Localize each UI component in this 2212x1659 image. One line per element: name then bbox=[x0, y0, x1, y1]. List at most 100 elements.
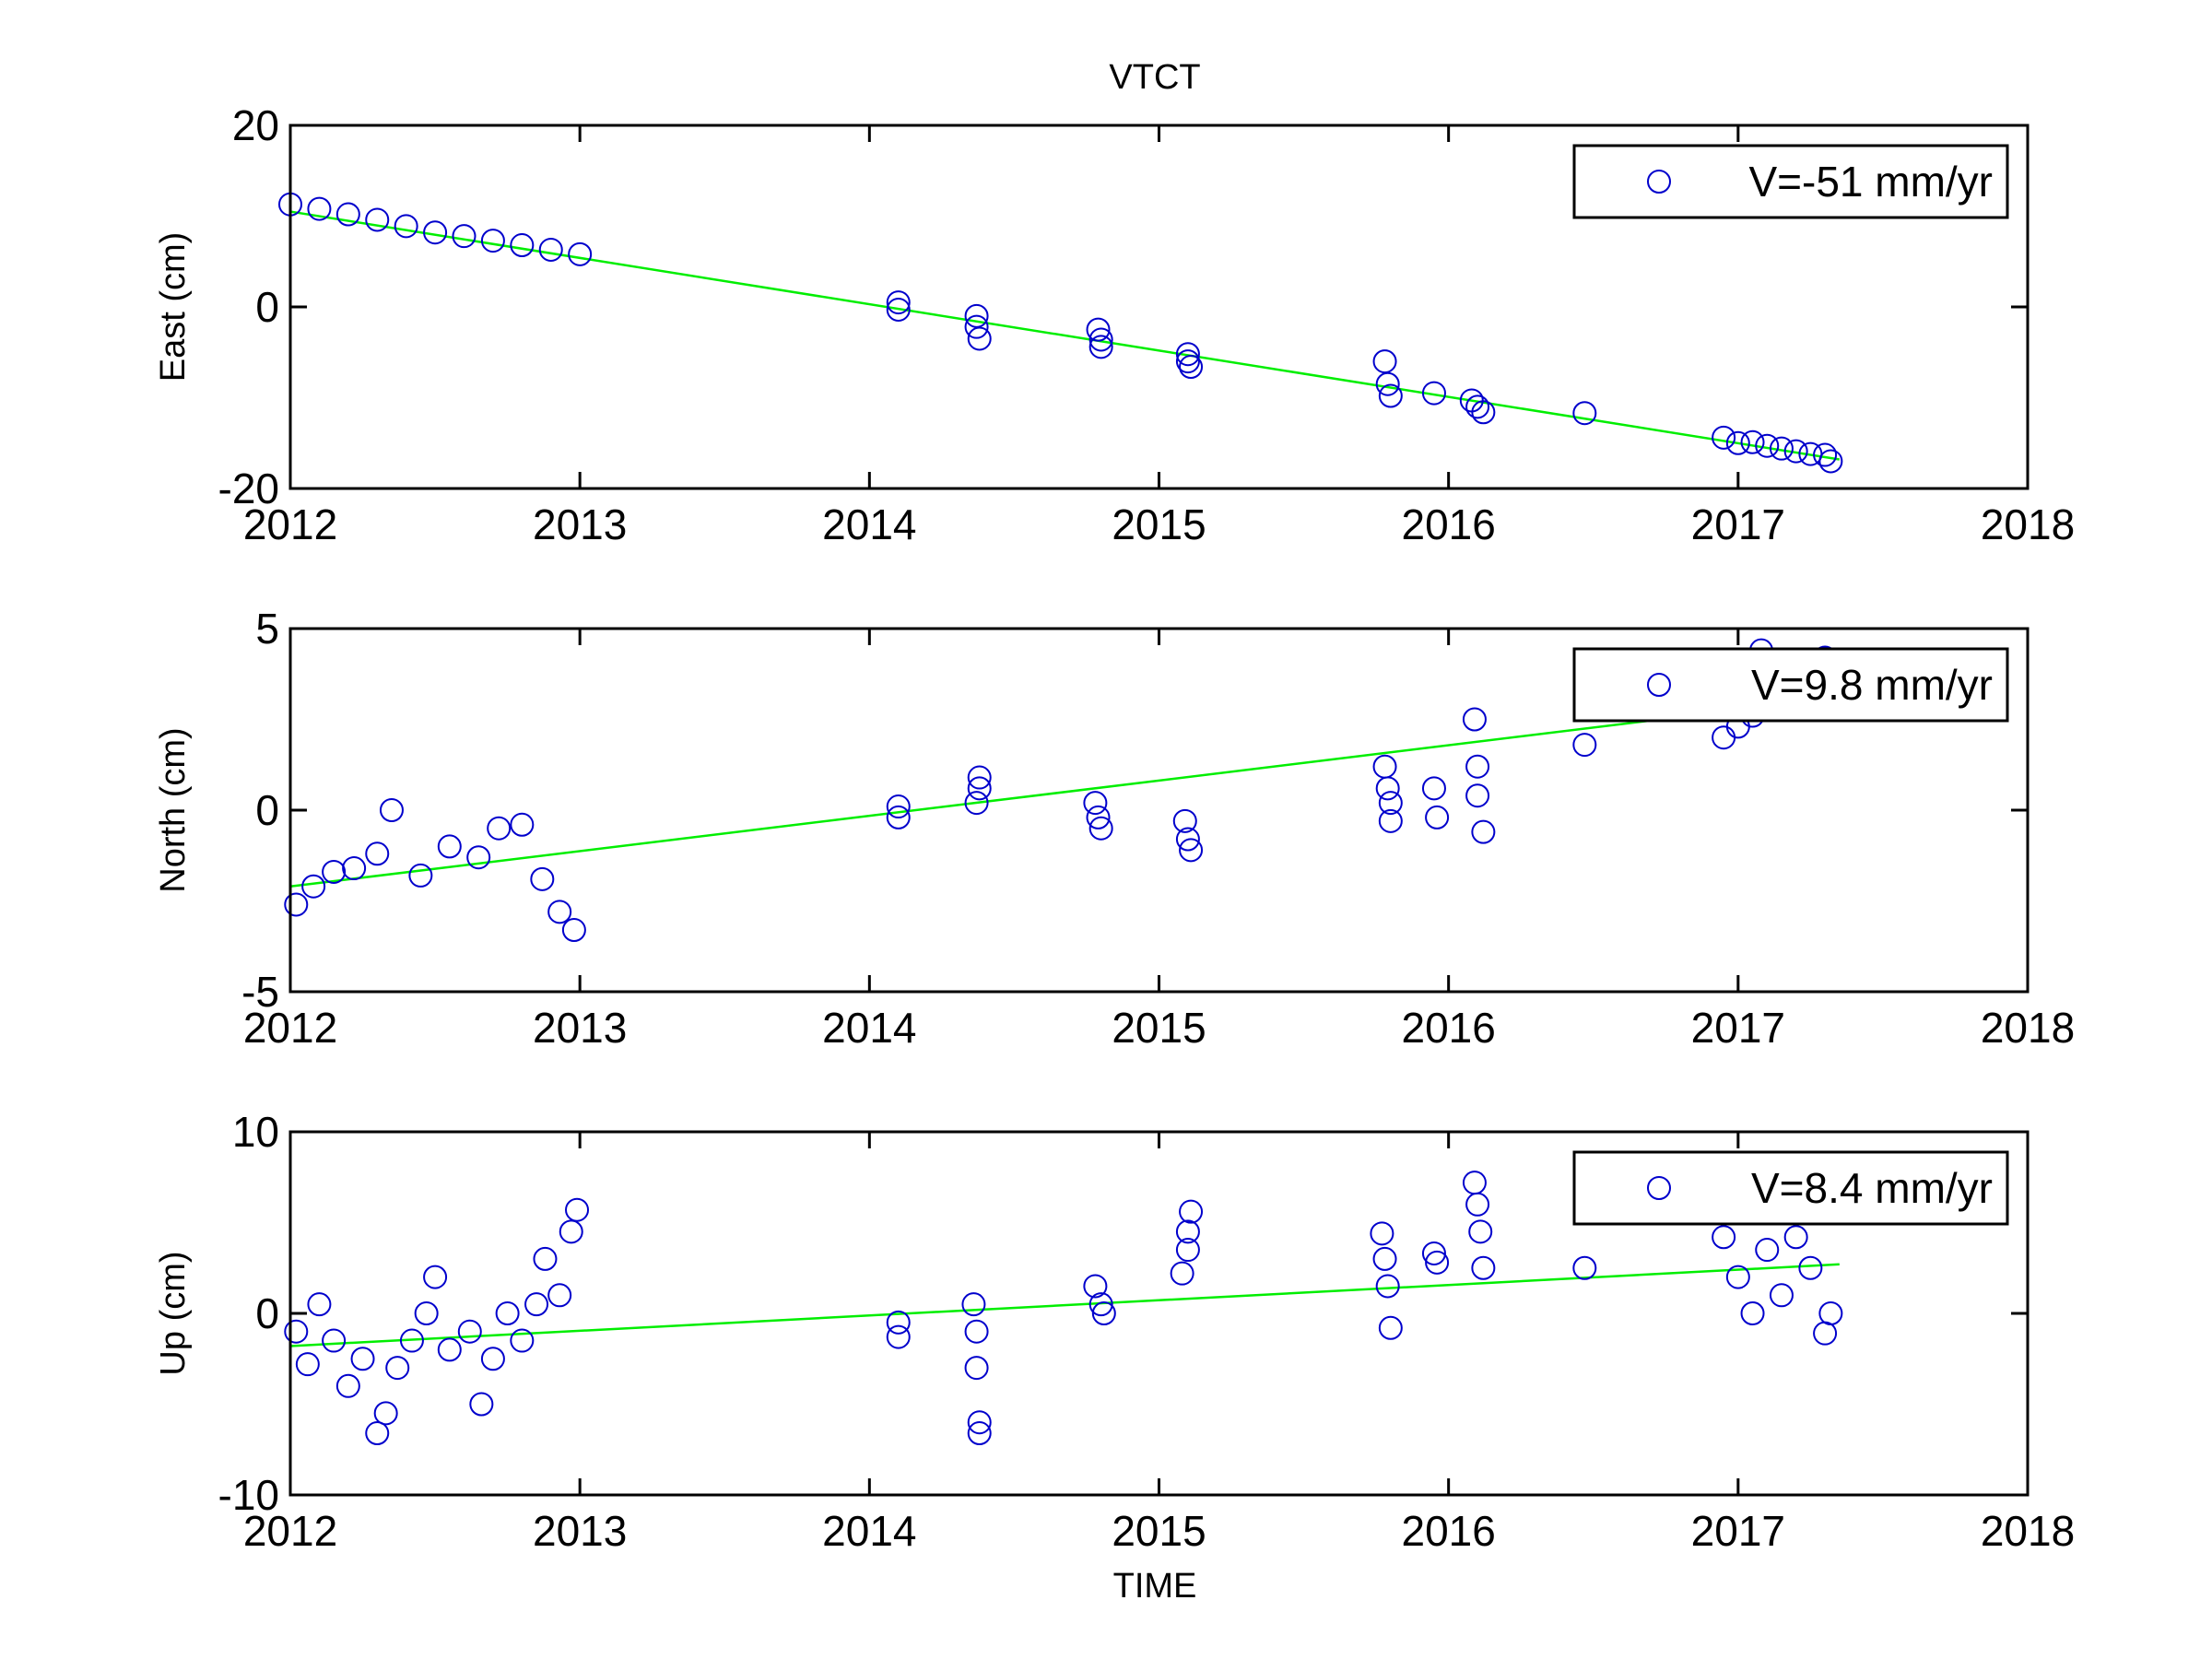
north-legend: V=9.8 mm/yr bbox=[1572, 647, 2009, 723]
east-data-point bbox=[1813, 442, 1838, 467]
up-data-point bbox=[399, 1328, 424, 1353]
up-data-point bbox=[964, 1319, 989, 1344]
north-data-point bbox=[886, 805, 911, 830]
east-x-tick-label: 2016 bbox=[1401, 500, 1495, 548]
east-data-point bbox=[510, 233, 535, 258]
north-data-point bbox=[530, 866, 555, 891]
up-y-tick-label: 0 bbox=[255, 1289, 279, 1337]
east-data-point bbox=[335, 202, 360, 227]
up-data-point bbox=[414, 1301, 439, 1325]
north-legend-marker bbox=[1647, 673, 1671, 697]
north-fit-line bbox=[289, 696, 1840, 888]
north-data-point bbox=[466, 845, 491, 870]
up-data-point bbox=[284, 1319, 309, 1344]
east-data-point bbox=[1086, 317, 1111, 342]
north-data-point bbox=[1471, 819, 1496, 844]
east-data-point bbox=[568, 241, 593, 266]
north-data-point bbox=[1088, 816, 1113, 841]
up-data-point bbox=[559, 1219, 583, 1244]
up-data-point bbox=[964, 1356, 989, 1381]
up-data-point bbox=[510, 1328, 535, 1353]
east-data-point bbox=[394, 214, 418, 239]
up-x-tick-label: 2013 bbox=[533, 1507, 627, 1555]
up-data-point bbox=[469, 1392, 494, 1417]
east-legend-marker bbox=[1647, 170, 1671, 194]
north-data-point bbox=[1378, 791, 1403, 816]
up-data-point bbox=[533, 1246, 558, 1271]
up-data-point bbox=[1755, 1238, 1780, 1263]
north-data-point bbox=[365, 841, 390, 866]
north-data-point bbox=[1378, 808, 1403, 833]
up-data-point bbox=[1468, 1219, 1493, 1244]
east-data-point bbox=[1465, 394, 1490, 419]
up-data-point bbox=[565, 1197, 590, 1222]
up-data-point bbox=[1375, 1274, 1400, 1299]
north-data-point bbox=[322, 859, 347, 884]
east-data-point bbox=[1471, 400, 1496, 425]
up-data-point bbox=[1091, 1301, 1116, 1325]
north-data-point bbox=[964, 791, 989, 816]
up-data-point bbox=[1425, 1250, 1450, 1275]
up-data-point bbox=[437, 1337, 462, 1362]
north-data-point bbox=[1465, 754, 1490, 779]
east-data-point bbox=[1179, 355, 1204, 380]
up-data-point bbox=[1088, 1292, 1113, 1317]
north-x-tick-label: 2013 bbox=[533, 1004, 627, 1052]
east-data-point bbox=[1769, 436, 1794, 461]
east-data-point bbox=[1088, 327, 1113, 352]
east-x-tick-label: 2018 bbox=[1981, 500, 2075, 548]
north-data-point bbox=[1572, 733, 1597, 758]
up-data-point bbox=[1783, 1225, 1808, 1250]
east-data-point bbox=[1818, 449, 1843, 474]
north-x-tick-label: 2015 bbox=[1112, 1004, 1206, 1052]
north-data-point bbox=[1465, 783, 1490, 808]
up-data-point bbox=[480, 1347, 505, 1371]
figure-title: VTCT bbox=[1109, 58, 1200, 97]
x-axis-label: TIME bbox=[1113, 1567, 1197, 1606]
up-legend-label: V=8.4 mm/yr bbox=[1751, 1164, 1993, 1212]
up-y-tick-label: 10 bbox=[232, 1108, 279, 1156]
east-data-point bbox=[964, 314, 989, 339]
east-panel: 2012 2013 2014 2015 2016 2017 2018 -20 0 20 East … bbox=[154, 101, 2075, 548]
east-data-point bbox=[1725, 430, 1750, 455]
east-x-tick-label: 2017 bbox=[1691, 500, 1785, 548]
east-legend: V=-51 mm/yr bbox=[1572, 144, 2009, 219]
up-data-point bbox=[961, 1292, 986, 1317]
up-data-point bbox=[457, 1319, 482, 1344]
up-data-point bbox=[373, 1401, 398, 1426]
east-x-tick-label: 2015 bbox=[1112, 500, 1206, 548]
north-data-point bbox=[1175, 827, 1200, 852]
north-data-point bbox=[561, 918, 586, 943]
up-x-tick-label: 2016 bbox=[1401, 1507, 1495, 1555]
north-data-point bbox=[437, 834, 462, 859]
north-data-point bbox=[1462, 707, 1487, 732]
up-panel: 2012 2013 2014 2015 2016 2017 2018 -10 0 10 Up (c… bbox=[154, 1108, 2075, 1555]
north-data-point bbox=[301, 874, 326, 899]
north-data-points bbox=[284, 638, 1838, 943]
east-data-point bbox=[1375, 371, 1400, 396]
up-data-point bbox=[1179, 1199, 1204, 1224]
east-data-point bbox=[886, 290, 911, 315]
north-data-point bbox=[342, 856, 367, 881]
up-data-point bbox=[350, 1347, 375, 1371]
east-data-point bbox=[1175, 349, 1200, 374]
up-data-point bbox=[1725, 1265, 1750, 1289]
north-data-point bbox=[408, 863, 433, 888]
up-data-point bbox=[1421, 1241, 1446, 1265]
up-x-tick-label: 2014 bbox=[822, 1507, 916, 1555]
north-legend-box bbox=[1572, 647, 2009, 723]
up-data-point bbox=[547, 1283, 572, 1308]
up-data-point bbox=[886, 1310, 911, 1335]
north-x-tick-label: 2017 bbox=[1691, 1004, 1785, 1052]
up-data-point bbox=[967, 1421, 992, 1446]
up-data-point bbox=[385, 1356, 410, 1381]
east-legend-label: V=-51 mm/yr bbox=[1748, 158, 1993, 206]
east-fit-line bbox=[289, 210, 1840, 461]
north-y-axis-label: North (cm) bbox=[154, 727, 193, 892]
east-legend-box bbox=[1572, 144, 2009, 219]
north-data-point bbox=[1425, 805, 1450, 830]
up-data-point bbox=[322, 1328, 347, 1353]
north-x-tick-label: 2014 bbox=[822, 1004, 916, 1052]
north-x-tick-label: 2016 bbox=[1401, 1004, 1495, 1052]
up-x-tick-label: 2018 bbox=[1981, 1507, 2075, 1555]
